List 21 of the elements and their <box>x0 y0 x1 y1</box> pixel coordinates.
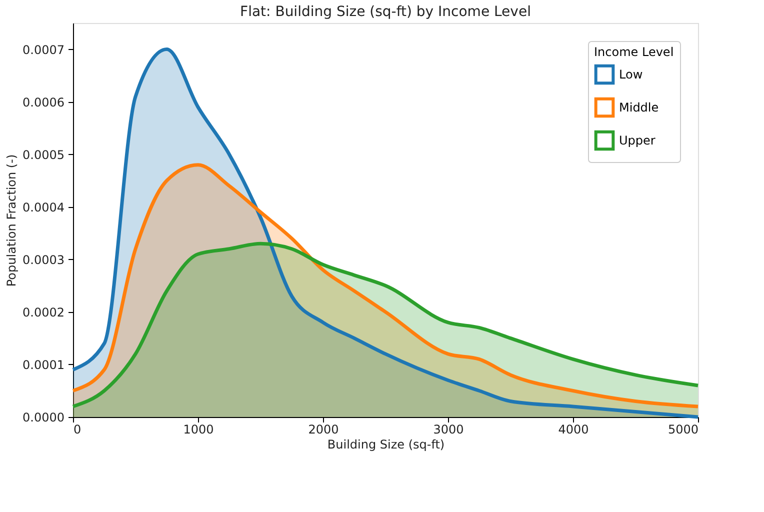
y-tick-label: 0.0004 <box>22 200 64 214</box>
x-tick-label: 3000 <box>433 422 464 436</box>
y-tick-label: 0.0007 <box>22 42 64 57</box>
legend-label: Middle <box>619 100 659 114</box>
y-tick-label: 0.0006 <box>22 95 64 110</box>
y-tick-label: 0.0005 <box>22 148 64 162</box>
x-tick-label: 5000 <box>668 422 698 436</box>
x-tick-label: 2000 <box>308 422 339 436</box>
x-tick-label: 4000 <box>558 422 589 436</box>
y-tick-label: 0.0002 <box>22 305 64 320</box>
y-tick-label: 0.0003 <box>22 252 64 267</box>
y-tick-label: 0.0001 <box>22 358 64 372</box>
x-tick-label: 0 <box>74 422 82 436</box>
chart-title: Flat: Building Size (sq-ft) by Income Level <box>240 4 531 20</box>
x-axis-title: Building Size (sq-ft) <box>327 438 445 452</box>
y-tick-label: 0.0000 <box>22 410 64 424</box>
legend-title: Income Level <box>594 45 674 59</box>
legend-label: Low <box>619 68 643 82</box>
x-tick-label: 1000 <box>183 422 214 436</box>
y-axis-title: Population Fraction (-) <box>4 154 19 287</box>
legend-label: Upper <box>619 134 656 148</box>
